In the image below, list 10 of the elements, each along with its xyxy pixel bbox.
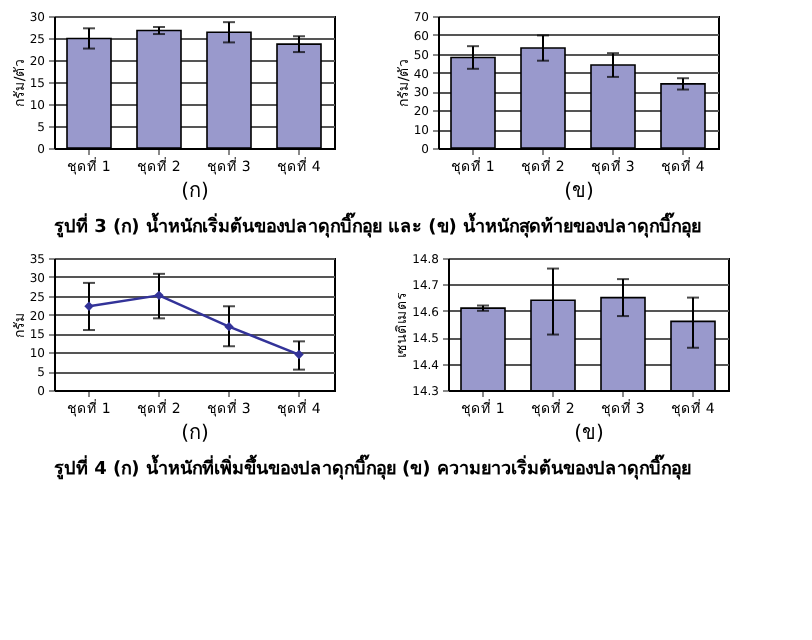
x-axis-title: (ก)	[181, 423, 209, 445]
text: รูปที่ 4 (ก) น้ำหนักที่เพิ่มขึ้นของปลาดุกบิ๊กอุย (ข) ความยาวเริ่มต้นของปลาดุกบิ๊กอุย	[54, 454, 691, 480]
x-axis-title: (ข)	[564, 181, 594, 203]
point	[154, 290, 164, 301]
x-axis-title: (ก)	[181, 181, 209, 203]
x-axis-title: (ข)	[574, 423, 604, 445]
point	[224, 321, 234, 332]
text: รูปที่ 3 (ก) น้ำหนักเริ่มต้นของปลาดุกบิ๊กอุย และ (ข) น้ำหนักสุดท้ายของปลาดุกบิ๊กอุย	[54, 212, 702, 238]
point	[294, 349, 304, 360]
point	[84, 301, 94, 311]
